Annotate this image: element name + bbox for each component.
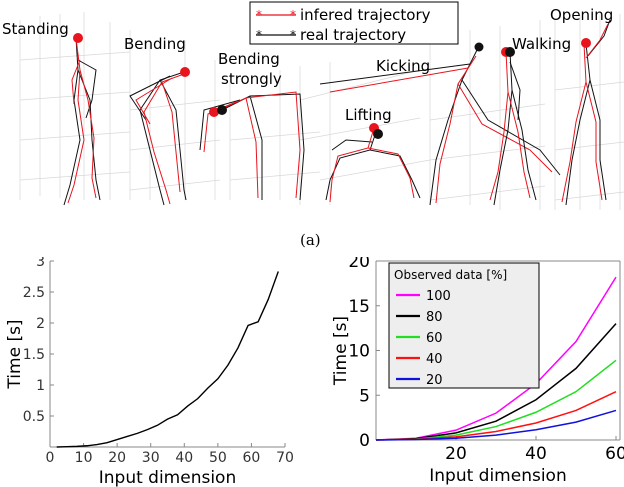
pose-label-standing: Standing xyxy=(2,20,69,38)
legend-title: Observed data [%] xyxy=(394,268,507,282)
background-grid xyxy=(19,12,624,210)
left-y-tick-label: 0.5 xyxy=(23,409,45,425)
pose-label-walking: Walking xyxy=(512,35,571,53)
pose-label-bending-strongly-1: Bending xyxy=(218,50,280,68)
trajectory-legend: * * infered trajectory * * real trajecto… xyxy=(249,1,459,45)
pose-lifting xyxy=(325,123,421,203)
pose-label-bending-strongly-2: strongly xyxy=(221,70,282,88)
right-y-tick-label: 10 xyxy=(348,342,370,362)
pose-label-lifting: Lifting xyxy=(345,106,392,124)
legend-infered-label: infered trajectory xyxy=(300,6,431,24)
pose-standing xyxy=(63,33,101,206)
right-series-line-20 xyxy=(375,409,617,441)
right-x-tick-label: 60 xyxy=(605,444,624,464)
caption-layer: (a) xyxy=(300,231,321,249)
svg-text:*: * xyxy=(290,8,296,22)
left-x-tick-label: 20 xyxy=(108,450,126,466)
right-x-axis-label: Input dimension xyxy=(429,466,567,486)
legend-entry-100: 100 xyxy=(426,289,451,304)
chart-left-time-vs-dimension: 0 10 20 30 40 50 60 70 0.5 1 1.5 2 2.5 3 Input dimens… xyxy=(5,257,294,487)
svg-text:*: * xyxy=(256,28,262,42)
left-x-tick-label: 50 xyxy=(209,450,227,466)
right-x-tick-label: 40 xyxy=(525,444,547,464)
pose-opening xyxy=(561,19,611,206)
left-x-tick-label: 60 xyxy=(243,450,261,466)
left-y-tick-label: 2.5 xyxy=(23,285,45,301)
right-series-line-40 xyxy=(375,390,617,441)
legend-entry-40: 40 xyxy=(426,352,443,367)
right-y-tick-label: 20 xyxy=(348,257,370,272)
pose-bending-strongly xyxy=(199,91,305,201)
left-y-axis-label: Time [s] xyxy=(5,319,25,389)
pose-label-opening: Opening xyxy=(550,6,613,24)
left-x-tick-label: 40 xyxy=(175,450,193,466)
right-y-axis-label: Time [s] xyxy=(331,316,351,386)
pose-label-kicking: Kicking xyxy=(376,57,430,75)
pose-kicking xyxy=(319,42,561,206)
figure-caption-a: (a) xyxy=(300,231,321,249)
pose-label-bending: Bending xyxy=(124,35,186,53)
chart-right-time-vs-dimension-observed: 20 40 60 0 5 10 15 20 Observed data [%] 100 80 60… xyxy=(331,257,624,486)
observed-data-legend: Observed data [%] 100 80 60 40 20 xyxy=(388,262,540,389)
left-x-tick-label: 0 xyxy=(46,450,55,466)
left-y-tick-label: 1 xyxy=(36,378,45,394)
left-x-tick-label: 10 xyxy=(75,450,93,466)
left-x-tick-label: 30 xyxy=(142,450,160,466)
legend-real-label: real trajectory xyxy=(300,26,406,44)
left-x-axis-label: Input dimension xyxy=(99,468,237,487)
legend-entry-80: 80 xyxy=(426,310,443,325)
svg-text:*: * xyxy=(256,8,262,22)
svg-text:*: * xyxy=(290,28,296,42)
right-y-tick-label: 0 xyxy=(359,431,370,451)
legend-entry-60: 60 xyxy=(426,331,443,346)
left-series-line xyxy=(56,271,279,448)
left-y-tick-label: 2 xyxy=(36,316,45,332)
right-y-tick-label: 15 xyxy=(348,297,370,317)
left-x-tick-label: 70 xyxy=(276,450,294,466)
legend-entry-20: 20 xyxy=(426,373,443,388)
left-y-tick-label: 1.5 xyxy=(23,347,45,363)
pose-walking xyxy=(489,47,537,206)
pose-bending xyxy=(129,67,190,206)
left-y-tick-label: 3 xyxy=(36,257,45,270)
right-y-tick-label: 5 xyxy=(359,386,370,406)
skeleton-poses-figure: Standing Bending Bending strongly Liftin… xyxy=(2,1,624,210)
right-x-tick-label: 20 xyxy=(445,444,467,464)
